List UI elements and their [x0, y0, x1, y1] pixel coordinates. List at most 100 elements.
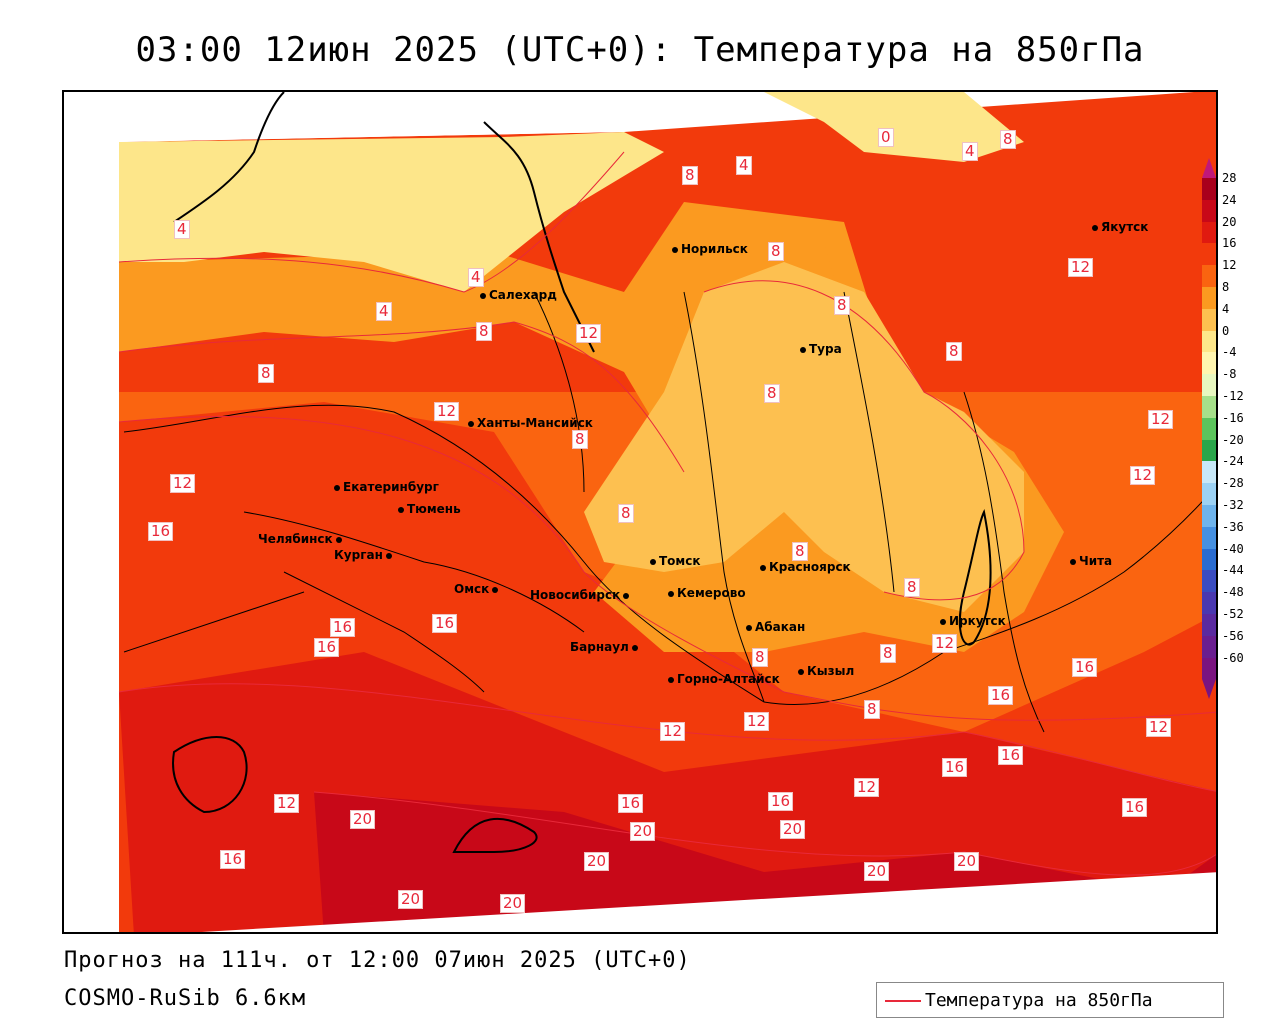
contour-label: 0	[878, 128, 894, 147]
map-title: 03:00 12июн 2025 (UTC+0): Температура на…	[135, 30, 1145, 70]
colorbar-segment	[1202, 417, 1216, 440]
city-marker-icon	[492, 586, 499, 593]
legend-label: Температура на 850гПа	[925, 990, 1153, 1011]
colorbar-segment	[1202, 483, 1216, 505]
legend-line-icon	[885, 1000, 921, 1002]
contour-label: 12	[744, 712, 770, 731]
colorbar-tick-label: -52	[1222, 607, 1244, 621]
colorbar-tick-label: -32	[1222, 498, 1244, 512]
city-marker-icon	[800, 346, 806, 353]
city-marker-icon	[1092, 224, 1098, 231]
contour-label: 16	[148, 522, 174, 541]
city-novosibirsk: Новосибирск	[530, 588, 632, 602]
contour-label: 20	[864, 862, 890, 881]
contour-label: 16	[330, 618, 356, 637]
colorbar-tick-label: 20	[1222, 214, 1237, 229]
city-chelyabinsk: Челябинск	[258, 532, 345, 546]
contour-label: 8	[1000, 130, 1016, 149]
colorbar-tick-label: 12	[1222, 258, 1237, 273]
colorbar-segment	[1202, 461, 1216, 484]
colorbar-top-arrow-icon	[1202, 158, 1216, 178]
city-marker-icon	[798, 668, 804, 675]
contour-label: 12	[854, 778, 880, 797]
contour-label: 8	[572, 430, 588, 449]
contour-label: 16	[220, 850, 246, 869]
city-tura: Тура	[800, 342, 842, 356]
forecast-info: Прогноз на 111ч. от 12:00 07июн 2025 (UT…	[64, 948, 691, 973]
colorbar-tick-label: 16	[1222, 236, 1237, 251]
city-abakan: Абакан	[746, 620, 805, 634]
city-kurgan: Курган	[334, 548, 395, 562]
contour-label: 8	[946, 342, 962, 361]
city-marker-icon	[940, 618, 946, 625]
city-marker-icon	[335, 536, 342, 543]
model-info: COSMO-RuSib 6.6км	[64, 986, 307, 1011]
contour-label: 8	[768, 242, 784, 261]
contour-label: 8	[880, 644, 896, 663]
city-marker-icon	[668, 676, 674, 683]
city-krasnoyarsk: Красноярск	[760, 560, 851, 574]
colorbar-segment	[1202, 613, 1216, 636]
city-irkutsk: Иркутск	[940, 614, 1006, 628]
contour-label: 8	[476, 322, 492, 341]
colorbar-segment	[1202, 635, 1216, 658]
contour-label: 20	[350, 810, 376, 829]
colorbar-tick-label: 24	[1222, 192, 1237, 207]
contour-label: 12	[1148, 410, 1174, 429]
city-marker-icon	[1070, 558, 1076, 565]
colorbar-tick-label: -24	[1222, 454, 1244, 469]
city-marker-icon	[398, 506, 404, 513]
colorbar-segment	[1202, 199, 1216, 222]
contour-label: 12	[1146, 718, 1172, 737]
city-chita: Чита	[1070, 554, 1112, 568]
colorbar-segment	[1202, 308, 1216, 331]
contour-label: 16	[998, 746, 1024, 765]
contour-label: 4	[736, 156, 752, 175]
city-omsk: Омск	[454, 582, 501, 596]
city-marker-icon	[672, 246, 678, 253]
contour-label: 16	[1072, 658, 1098, 677]
city-marker-icon	[623, 592, 630, 599]
contour-label: 20	[954, 852, 980, 871]
colorbar-tick-label: -48	[1222, 585, 1244, 600]
city-marker-icon	[746, 624, 752, 631]
contour-lines	[118, 151, 1216, 876]
colorbar-segment	[1202, 504, 1216, 527]
colorbar-segment	[1202, 570, 1216, 593]
colorbar-tick-label: -12	[1222, 389, 1244, 403]
city-marker-icon	[650, 558, 656, 565]
contour-label: 16	[942, 758, 968, 777]
contour-label: 16	[314, 638, 340, 657]
colorbar-tick-label: -60	[1222, 650, 1244, 665]
colorbar-bottom-arrow-icon	[1202, 679, 1216, 700]
contour-label: 12	[932, 634, 958, 653]
city-tomsk: Томск	[650, 554, 701, 568]
contour-label: 4	[376, 302, 392, 321]
contour-label: 8	[904, 578, 920, 597]
contour-label: 20	[398, 890, 424, 909]
colorbar-segment	[1202, 395, 1216, 418]
city-marker-icon	[480, 292, 486, 299]
city-marker-icon	[760, 564, 766, 571]
colorbar-segment	[1202, 265, 1216, 287]
colorbar-segment	[1202, 592, 1216, 614]
contour-label: 4	[468, 268, 484, 287]
contour-label: 8	[752, 648, 768, 667]
coastlines	[172, 92, 992, 853]
colorbar-segment	[1202, 548, 1216, 571]
contour-label: 12	[660, 722, 686, 741]
contour-label: 20	[630, 822, 656, 841]
city-marker-icon	[631, 644, 638, 651]
city-marker-icon	[668, 590, 674, 597]
city-marker-icon	[385, 552, 392, 559]
colorbar-segment	[1202, 352, 1216, 375]
colorbar-tick-label: -40	[1222, 541, 1244, 556]
contour-label: 20	[500, 894, 526, 913]
colorbar-tick-label: -20	[1222, 432, 1244, 447]
colorbar-tick-label: -44	[1222, 563, 1244, 578]
contour-label: 8	[792, 542, 808, 561]
contour-label: 12	[1130, 466, 1156, 485]
contour-label: 8	[682, 166, 698, 185]
contour-label: 16	[432, 614, 458, 633]
contour-label: 12	[1068, 258, 1094, 277]
